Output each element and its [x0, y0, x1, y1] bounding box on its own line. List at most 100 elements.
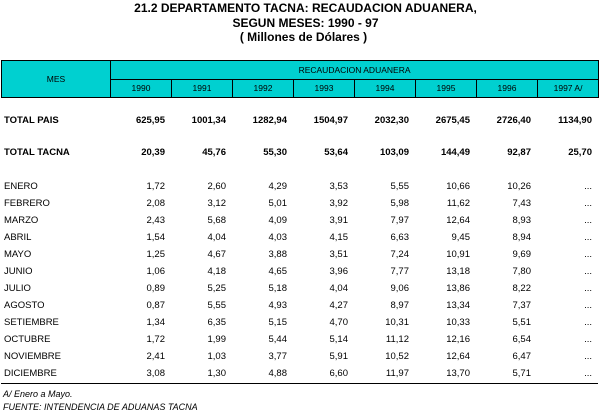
value-cell: 2,08: [146, 198, 166, 209]
bottom-rule: [1, 383, 598, 384]
value-cell: ...: [584, 266, 592, 277]
value-cell: 13,18: [446, 266, 470, 277]
month-row: MAYO 1,25 4,67 3,88 3,51 7,24 10,91 9,69...: [1, 246, 598, 263]
value-cell: 3,91: [329, 215, 349, 226]
value-cell: 4,27: [329, 300, 349, 311]
row-label: SETIEMBRE: [4, 317, 59, 328]
row-label: JUNIO: [4, 266, 33, 277]
value-cell: 5,15: [268, 317, 288, 328]
value-cell: 6,63: [390, 232, 410, 243]
value-cell: 4,03: [268, 232, 288, 243]
month-row: ABRIL 1,54 4,04 4,03 4,15 6,63 9,45 8,94...: [1, 229, 598, 246]
value-cell: 6,54: [512, 334, 532, 345]
row-label: ABRIL: [4, 232, 32, 243]
value-cell: 4,04: [329, 283, 349, 294]
month-row: MARZO 2,43 5,68 4,09 3,91 7,97 12,64 8,93...: [1, 212, 598, 229]
value-cell: 9,69: [512, 249, 532, 260]
footnote: A/ Enero a Mayo.: [3, 389, 73, 399]
footer-notes: A/ Enero a Mayo. FUENTE: INTENDENCIA DE …: [3, 388, 198, 414]
value-cell: 1,03: [207, 351, 227, 362]
value-cell: 4,09: [268, 215, 288, 226]
value-cell: 625,95: [135, 114, 165, 126]
value-cell: 1,06: [146, 266, 166, 277]
value-cell: 10,26: [507, 181, 531, 192]
value-cell: 3,77: [268, 351, 288, 362]
value-cell: 3,88: [268, 249, 288, 260]
value-cell: 10,33: [446, 317, 470, 328]
column-header-mes: MES: [1, 60, 111, 98]
data-table: TOTAL PAIS 625,95 1001,34 1282,94 1504,97 203…: [1, 104, 598, 382]
value-cell: 1134,90: [558, 114, 592, 126]
value-cell: ...: [584, 300, 592, 311]
value-cell: 7,37: [512, 300, 532, 311]
value-cell: ...: [584, 198, 592, 209]
value-cell: 5,18: [268, 283, 288, 294]
value-cell: 92,87: [507, 146, 531, 158]
value-cell: 9,45: [451, 232, 471, 243]
total-row: TOTAL PAIS 625,95 1001,34 1282,94 1504,97 203…: [1, 104, 598, 136]
row-label: NOVIEMBRE: [4, 351, 62, 362]
value-cell: 1001,34: [191, 114, 226, 126]
value-cell: 13,70: [446, 368, 470, 379]
value-cell: ...: [584, 232, 592, 243]
value-cell: 4,88: [268, 368, 288, 379]
value-cell: 8,97: [390, 300, 410, 311]
value-cell: 0,89: [146, 283, 166, 294]
value-cell: 103,09: [379, 146, 409, 158]
value-cell: ...: [584, 334, 592, 345]
column-header-year: 1990: [110, 78, 172, 98]
title-line-3: ( Millones de Dólares ): [239, 30, 368, 44]
value-cell: 4,93: [268, 300, 288, 311]
month-row: DICIEMBRE 3,08 1,30 4,88 6,60 11,97 13,70 5,71.…: [1, 365, 598, 382]
value-cell: 5,55: [207, 300, 227, 311]
value-cell: 2,41: [146, 351, 166, 362]
column-header-year: 1993: [293, 78, 355, 98]
value-cell: 45,76: [202, 146, 226, 158]
report-title: 21.2 DEPARTAMENTO TACNA: RECAUDACION ADU…: [0, 1, 599, 45]
value-cell: 20,39: [141, 146, 165, 158]
value-cell: 7,24: [390, 249, 410, 260]
value-cell: 1,34: [146, 317, 166, 328]
value-cell: 12,64: [446, 215, 470, 226]
value-cell: 5,01: [268, 198, 288, 209]
row-label: TOTAL TACNA: [4, 146, 70, 158]
month-row: JUNIO 1,06 4,18 4,65 3,96 7,77 13,18 7,80...: [1, 263, 598, 280]
value-cell: 11,62: [446, 198, 470, 209]
spacer-cell: [1, 168, 598, 178]
column-header-year: 1994: [354, 78, 416, 98]
value-cell: 4,18: [207, 266, 227, 277]
value-cell: 4,15: [329, 232, 349, 243]
value-cell: 5,91: [329, 351, 349, 362]
value-cell: 1,72: [146, 334, 166, 345]
row-label: TOTAL PAIS: [4, 114, 59, 126]
value-cell: 2,43: [146, 215, 166, 226]
value-cell: 10,91: [446, 249, 470, 260]
source-note: FUENTE: INTENDENCIA DE ADUANAS TACNA: [3, 402, 198, 412]
value-cell: 7,80: [512, 266, 532, 277]
value-cell: 11,97: [385, 368, 409, 379]
title-line-1: 21.2 DEPARTAMENTO TACNA: RECAUDACION ADU…: [134, 1, 477, 15]
value-cell: 10,66: [446, 181, 470, 192]
value-cell: 1,99: [207, 334, 227, 345]
value-cell: 5,14: [329, 334, 349, 345]
row-label: ENERO: [4, 181, 38, 192]
value-cell: 144,49: [440, 146, 470, 158]
month-row: OCTUBRE 1,72 1,99 5,44 5,14 11,12 12,16 6,54...: [1, 331, 598, 348]
value-cell: 4,67: [207, 249, 227, 260]
value-cell: 1,25: [146, 249, 166, 260]
value-cell: 5,98: [390, 198, 410, 209]
value-cell: 1504,97: [313, 114, 348, 126]
value-cell: 9,06: [390, 283, 410, 294]
value-cell: 7,77: [390, 266, 410, 277]
value-cell: 4,29: [268, 181, 288, 192]
spacer-row: [1, 168, 598, 178]
month-row: AGOSTO 0,87 5,55 4,93 4,27 8,97 13,34 7,37...: [1, 297, 598, 314]
value-cell: 53,64: [324, 146, 348, 158]
month-row: JULIO 0,89 5,25 5,18 4,04 9,06 13,86 8,22...: [1, 280, 598, 297]
value-cell: 5,44: [268, 334, 288, 345]
value-cell: 6,60: [329, 368, 349, 379]
row-label: MAYO: [4, 249, 32, 260]
value-cell: 1,72: [146, 181, 166, 192]
value-cell: 1282,94: [252, 114, 287, 126]
value-cell: 8,93: [512, 215, 532, 226]
